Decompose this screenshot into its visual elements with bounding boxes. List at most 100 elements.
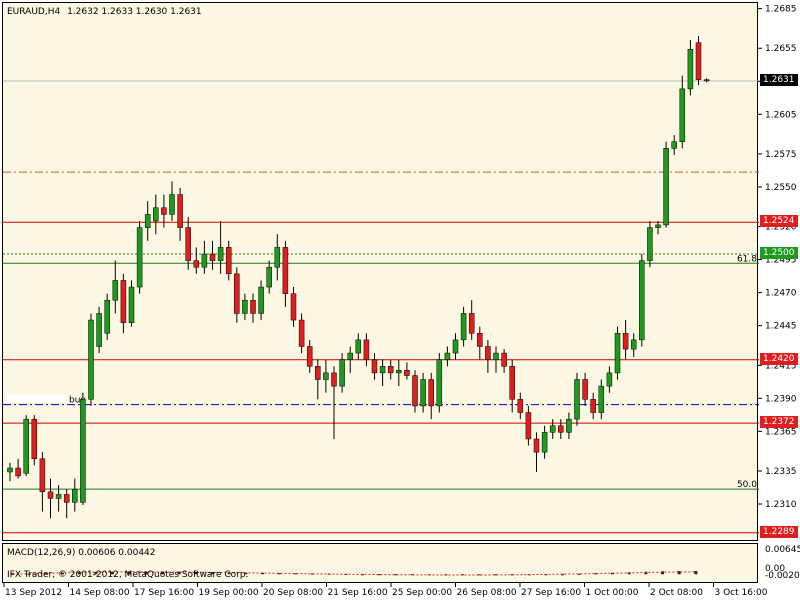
candle [47,478,54,519]
price-tick-label: 1.2335 [765,467,797,477]
price-chart-pane[interactable]: 61.8 50.0 buy EURAUD,H4 1.2632 1.2633 1.26… [2,2,759,542]
candle-body [679,88,686,142]
candle-body [363,339,370,360]
price-tick-label: 1.2605 [765,110,797,120]
candle-body [80,399,86,503]
fib-50-label: 50.0 [737,480,757,490]
candle [250,293,256,323]
candle-body [15,467,21,477]
candle [582,372,588,406]
candle-body [396,370,402,374]
candle [647,220,653,268]
candle [185,217,191,270]
candle-body [647,227,653,261]
candle [193,247,200,274]
macd-bar [677,571,681,575]
candle-body [452,339,459,354]
candle [120,273,127,334]
candle-body [7,467,13,473]
macd-indicator-pane[interactable]: MACD(12,26,9) 0.00606 0.00442 IFX Trader… [2,543,758,583]
candle [169,181,175,221]
macd-bar [561,574,564,576]
candle [574,372,580,426]
candle [339,353,345,393]
candle [31,415,38,466]
price-tick-label: 1.2550 [765,183,797,193]
candle [371,353,378,380]
candle [161,194,167,228]
macd-bar [261,572,264,575]
level-tag-pivot: 1.2500 [760,247,798,259]
candle [412,370,418,413]
candle-body [96,313,102,347]
candle [80,392,86,506]
candle [509,359,515,413]
candle-body [290,293,297,321]
macd-chart-svg[interactable] [3,544,759,584]
candle-body [655,224,661,228]
buy-label-box [7,394,67,404]
candle [541,425,548,459]
candle [23,415,29,476]
candle [153,194,159,235]
candle-body [120,280,127,323]
candle [55,485,62,512]
macd-bar [661,571,664,575]
candle [88,313,94,406]
candle [420,372,426,413]
candle-body [485,346,491,360]
candle-body [136,227,143,288]
candle-body [88,319,94,400]
macd-bar [144,571,148,575]
candle-body [379,366,386,374]
candle [468,300,475,340]
candle [679,75,686,149]
candle [104,293,110,340]
candle-body [574,379,580,420]
candle [242,293,248,321]
macd-tick-label: 0.00645 [765,545,800,555]
macd-bar [361,574,364,576]
candle-body [371,359,378,374]
candle [485,339,491,373]
price-tick-label: 1.2365 [765,427,797,437]
candle [112,260,119,314]
macd-bar [227,572,231,575]
candle-body [298,319,305,347]
candle [598,379,605,420]
candle [355,333,362,360]
price-tick-label: 1.2575 [765,150,797,160]
macd-tick-label: 0.00 [765,564,785,574]
candle-body [671,141,677,149]
candle-body [201,253,208,268]
candle-body [193,260,200,268]
price-chart-svg[interactable]: 61.8 50.0 buy [3,3,759,542]
time-tick-label: 20 Sep 08:00 [263,588,323,598]
macd-bar [277,573,281,575]
candle [177,187,183,241]
candle [387,359,394,380]
candle [298,313,305,354]
candle [622,320,629,360]
candle-body [112,280,119,301]
candle [315,359,321,400]
candle-body [339,359,345,387]
candle-body [355,339,362,354]
fib-618-label: 61.8 [737,254,757,264]
macd-bar [77,572,81,575]
macd-bar [461,574,464,576]
candle-body [639,260,645,341]
macd-bar [494,574,498,576]
candle-body [420,379,426,407]
candle-body [282,247,289,294]
candle-body [72,488,78,503]
candle [347,346,353,373]
macd-bar [477,574,481,576]
time-tick-label: 19 Sep 00:00 [199,588,259,598]
candle-body [412,375,418,407]
candle [549,419,556,439]
price-tick-label: 1.2655 [765,44,797,54]
candle-body [217,247,224,261]
candle-body [31,418,38,460]
candle [703,78,710,83]
